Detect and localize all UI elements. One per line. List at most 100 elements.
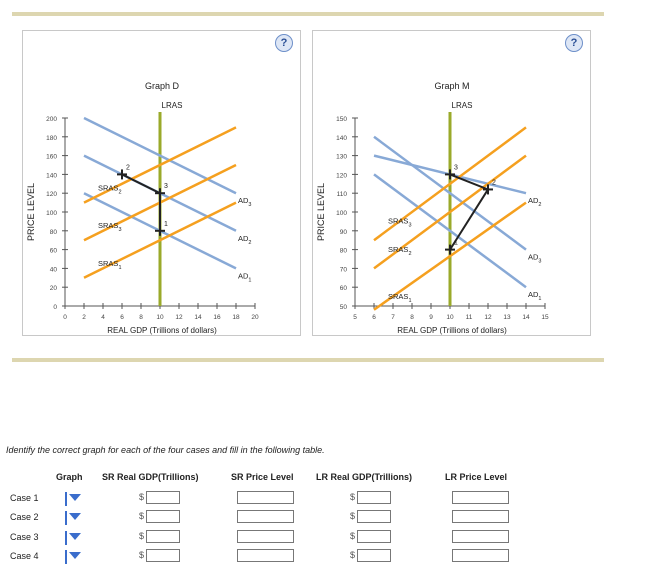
y-tick-label: 60 [50, 248, 58, 255]
x-tick-label: 8 [410, 314, 414, 321]
lr-real-gdp-input[interactable] [357, 491, 391, 504]
sr-price-level-input[interactable] [237, 510, 294, 523]
point-label: 3 [454, 164, 458, 171]
ad-curve [373, 173, 527, 289]
ad-label: AD1 [238, 271, 251, 283]
chevron-down-icon [69, 552, 81, 559]
y-tick-label: 100 [336, 210, 347, 217]
x-axis-label: REAL GDP (Trillions of dollars) [107, 326, 217, 335]
y-tick-label: 70 [340, 266, 348, 273]
sras-label: SRAS1 [388, 292, 412, 304]
y-tick-label: 180 [46, 135, 57, 142]
point-label: 3 [164, 183, 168, 190]
sr-price-level-input[interactable] [237, 549, 294, 562]
help-icon[interactable]: ? [275, 34, 293, 52]
x-tick-label: 6 [372, 314, 376, 321]
sras-label-subscript: 3 [118, 227, 121, 233]
graph-dropdown[interactable] [65, 550, 87, 564]
ad-curve [83, 116, 237, 195]
sr-real-gdp-input[interactable] [146, 510, 180, 523]
point-label: 1 [454, 240, 458, 247]
graph-dropdown[interactable] [65, 531, 87, 545]
x-tick-label: 16 [213, 314, 221, 321]
lr-real-gdp-input[interactable] [357, 530, 391, 543]
case-label: Case 3 [10, 532, 39, 542]
y-tick-label: 80 [340, 248, 348, 255]
point-label: 2 [492, 179, 496, 186]
y-tick-label: 50 [340, 304, 348, 311]
y-tick-label: 0 [53, 304, 57, 311]
x-tick-label: 14 [194, 314, 202, 321]
sras-curve [373, 126, 527, 242]
ad-label-subscript: 1 [538, 296, 541, 302]
lras-label: LRAS [162, 101, 183, 110]
ad-label-subscript: 2 [248, 240, 251, 246]
y-tick-label: 110 [337, 191, 348, 198]
y-tick-label: 140 [336, 135, 347, 142]
x-tick-label: 15 [541, 314, 549, 321]
y-tick-label: 80 [50, 229, 58, 236]
bottom-divider [12, 358, 604, 362]
x-tick-label: 5 [353, 314, 357, 321]
x-axis-label: REAL GDP (Trillions of dollars) [397, 326, 507, 335]
y-tick-label: 60 [340, 285, 348, 292]
sr-real-gdp-input[interactable] [146, 530, 180, 543]
sras-label: SRAS3 [98, 221, 122, 233]
case-label: Case 4 [10, 551, 39, 561]
x-tick-label: 18 [232, 314, 240, 321]
sr-price-level-input[interactable] [237, 491, 294, 504]
ad-label-subscript: 3 [538, 259, 541, 265]
y-tick-label: 120 [46, 191, 57, 198]
graph-d-chart: Graph D PRICE LEVEL REAL GDP (Trillions of… [26, 81, 259, 335]
sr-real-gdp-input[interactable] [146, 549, 180, 562]
ad-label-subscript: 3 [248, 202, 251, 208]
x-tick-label: 14 [522, 314, 530, 321]
x-tick-label: 13 [503, 314, 511, 321]
x-tick-label: 2 [82, 314, 86, 321]
sr-real-gdp-input[interactable] [146, 491, 180, 504]
header-lr-price-level: LR Price Level [445, 472, 508, 482]
x-tick-label: 6 [120, 314, 124, 321]
lr-real-gdp-input[interactable] [357, 549, 391, 562]
top-divider [12, 12, 604, 16]
ad-label: AD3 [528, 253, 541, 265]
header-lr-real-gdp: LR Real GDP(Trillions) [316, 472, 413, 482]
case-label: Case 2 [10, 512, 39, 522]
sras-label: SRAS2 [388, 245, 412, 257]
x-tick-label: 11 [466, 314, 473, 321]
sras-curve [373, 154, 527, 270]
ad-label-subscript: 2 [538, 202, 541, 208]
x-tick-label: 8 [139, 314, 143, 321]
chevron-down-icon [69, 494, 81, 501]
header-graph: Graph [56, 472, 83, 482]
x-tick-label: 12 [175, 314, 183, 321]
y-tick-label: 160 [46, 154, 57, 161]
lr-price-level-input[interactable] [452, 491, 509, 504]
help-icon[interactable]: ? [565, 34, 583, 52]
graph-dropdown[interactable] [65, 492, 87, 506]
x-tick-label: 9 [429, 314, 433, 321]
y-axis-label: PRICE LEVEL [316, 183, 326, 241]
sras-label-subscript: 2 [408, 251, 411, 257]
lr-price-level-input[interactable] [452, 549, 509, 562]
sras-label-subscript: 2 [118, 190, 121, 196]
header-sr-real-gdp: SR Real GDP(Trillions) [102, 472, 199, 482]
lr-price-level-input[interactable] [452, 510, 509, 523]
lr-price-level-input[interactable] [452, 530, 509, 543]
ad-label: AD2 [528, 196, 541, 208]
sras-label-subscript: 1 [408, 298, 411, 304]
graph-dropdown[interactable] [65, 511, 87, 525]
sr-price-level-input[interactable] [237, 530, 294, 543]
ad-label-subscript: 1 [248, 277, 251, 283]
sras-label: SRAS2 [98, 184, 122, 196]
chart-title: Graph D [145, 81, 180, 91]
y-tick-label: 130 [336, 154, 347, 161]
x-tick-label: 20 [251, 314, 259, 321]
x-tick-label: 4 [101, 314, 105, 321]
equilibrium-path [449, 173, 490, 251]
point-label: 2 [126, 164, 130, 171]
sras-curve [373, 201, 527, 311]
ad-label: AD2 [238, 234, 251, 246]
lr-real-gdp-input[interactable] [357, 510, 391, 523]
x-tick-label: 10 [446, 314, 454, 321]
